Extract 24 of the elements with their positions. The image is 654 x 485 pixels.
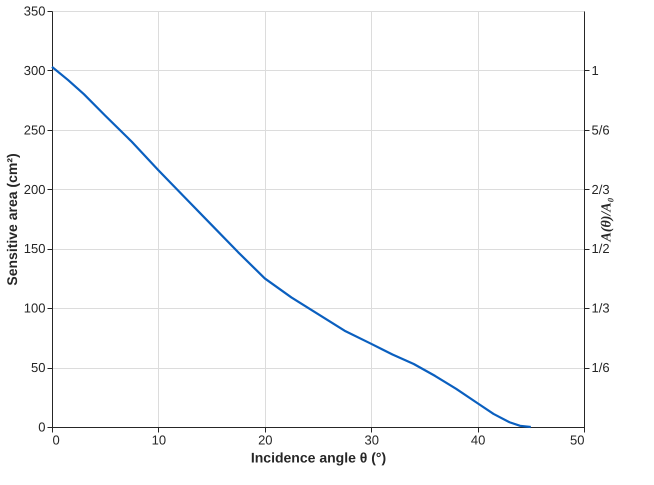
y-tick-label: 150 bbox=[24, 241, 46, 256]
y2-axis-title: A(θ)/A₀ bbox=[600, 197, 615, 243]
y2-tick-label: 5/6 bbox=[592, 122, 610, 138]
y-tick-label: 0 bbox=[38, 420, 46, 434]
y-tick-label: 200 bbox=[24, 182, 46, 197]
x-tick-label: 40 bbox=[470, 432, 486, 448]
x-tick-label: 50 bbox=[570, 432, 584, 448]
y2-tick-label: 1 bbox=[592, 62, 599, 78]
y2-tick-label: 1/3 bbox=[592, 300, 610, 316]
y-tick-label: 250 bbox=[24, 122, 46, 138]
y2-tick-label: 2/3 bbox=[592, 182, 610, 197]
y-tick-label: 300 bbox=[24, 62, 46, 78]
y2-tick-label: 1/2 bbox=[592, 241, 610, 256]
x-tick-label: 0 bbox=[52, 432, 60, 448]
line-series bbox=[50, 66, 532, 428]
y-tick-label: 350 bbox=[24, 4, 46, 18]
x-tick-label: 20 bbox=[258, 432, 273, 448]
y2-tick-label: 1/6 bbox=[592, 360, 610, 376]
y-axis-title: Sensitive area (cm²) bbox=[4, 153, 20, 286]
x-tick-label: 10 bbox=[152, 432, 166, 448]
y-tick-label: 100 bbox=[24, 300, 46, 316]
x-tick-label: 30 bbox=[364, 432, 379, 448]
y-tick-label: 50 bbox=[31, 360, 46, 376]
x-axis-title: Incidence angle θ (°) bbox=[250, 450, 386, 466]
